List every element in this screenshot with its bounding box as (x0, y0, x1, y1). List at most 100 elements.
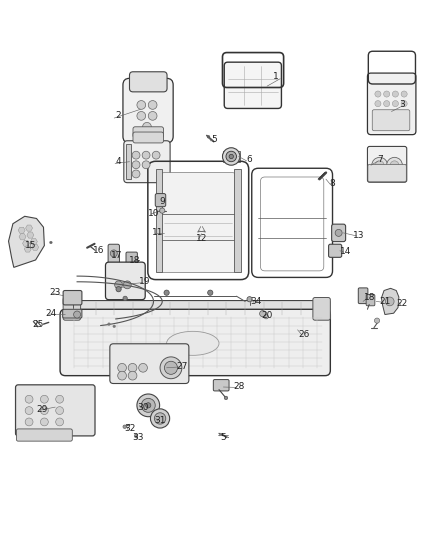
Text: 18: 18 (364, 293, 375, 302)
Circle shape (142, 151, 150, 159)
FancyBboxPatch shape (110, 344, 189, 384)
Polygon shape (25, 225, 32, 231)
Circle shape (375, 110, 381, 116)
Circle shape (139, 364, 148, 372)
Circle shape (384, 101, 390, 107)
FancyBboxPatch shape (367, 147, 407, 182)
FancyBboxPatch shape (15, 385, 95, 436)
Circle shape (150, 409, 170, 428)
FancyBboxPatch shape (124, 141, 170, 183)
FancyBboxPatch shape (63, 297, 81, 320)
Circle shape (128, 372, 137, 380)
Text: 29: 29 (36, 405, 48, 414)
FancyBboxPatch shape (213, 379, 229, 391)
Circle shape (226, 151, 237, 161)
Circle shape (137, 111, 146, 120)
FancyBboxPatch shape (60, 309, 330, 376)
Polygon shape (22, 240, 29, 246)
Circle shape (164, 290, 169, 295)
Text: 28: 28 (233, 382, 244, 391)
FancyBboxPatch shape (123, 78, 173, 143)
Text: 18: 18 (129, 256, 141, 265)
Circle shape (123, 296, 127, 301)
Text: 27: 27 (176, 361, 187, 370)
Circle shape (25, 407, 33, 415)
FancyBboxPatch shape (368, 164, 406, 182)
Circle shape (143, 123, 151, 131)
Circle shape (384, 91, 390, 97)
Text: 4: 4 (116, 157, 121, 166)
Circle shape (116, 287, 121, 292)
Text: 12: 12 (196, 233, 207, 243)
Circle shape (108, 323, 110, 326)
Circle shape (384, 120, 390, 126)
Circle shape (224, 396, 228, 400)
Bar (155, 169, 162, 272)
Text: 14: 14 (340, 247, 351, 256)
Text: 23: 23 (49, 288, 61, 297)
FancyBboxPatch shape (67, 301, 330, 317)
Circle shape (141, 398, 155, 413)
Circle shape (375, 91, 381, 97)
Circle shape (56, 407, 64, 415)
Circle shape (260, 311, 266, 317)
Circle shape (115, 281, 123, 289)
Circle shape (124, 281, 131, 289)
Circle shape (56, 395, 64, 403)
Circle shape (390, 161, 399, 169)
Circle shape (375, 120, 381, 126)
Circle shape (264, 314, 268, 319)
FancyBboxPatch shape (313, 297, 330, 320)
FancyBboxPatch shape (133, 127, 163, 138)
Text: 3: 3 (399, 100, 405, 109)
Circle shape (208, 290, 213, 295)
Circle shape (392, 91, 399, 97)
FancyBboxPatch shape (133, 132, 163, 143)
Text: 19: 19 (139, 277, 151, 286)
Circle shape (134, 434, 138, 438)
Circle shape (142, 161, 150, 169)
Circle shape (25, 418, 33, 426)
Text: 15: 15 (25, 241, 36, 250)
Circle shape (392, 101, 399, 107)
Circle shape (132, 170, 140, 178)
FancyBboxPatch shape (16, 429, 72, 441)
Circle shape (40, 407, 48, 415)
Polygon shape (27, 232, 34, 238)
Circle shape (137, 394, 159, 417)
Text: 24: 24 (45, 309, 57, 318)
Circle shape (132, 151, 140, 159)
Text: 34: 34 (251, 297, 262, 306)
Text: 5: 5 (212, 135, 218, 144)
Circle shape (25, 395, 33, 403)
FancyBboxPatch shape (126, 252, 138, 265)
Circle shape (146, 403, 151, 408)
Circle shape (335, 229, 342, 236)
FancyBboxPatch shape (155, 193, 166, 207)
Bar (234, 169, 241, 272)
Text: 6: 6 (247, 155, 252, 164)
FancyBboxPatch shape (358, 288, 368, 304)
Text: 16: 16 (93, 246, 105, 255)
Circle shape (118, 372, 127, 380)
Text: 17: 17 (111, 251, 122, 260)
Circle shape (372, 157, 388, 173)
Circle shape (148, 111, 157, 120)
FancyBboxPatch shape (224, 62, 282, 108)
Circle shape (229, 154, 233, 159)
Text: 32: 32 (125, 424, 136, 433)
Text: 2: 2 (116, 111, 121, 120)
Circle shape (374, 318, 380, 323)
Polygon shape (9, 216, 44, 268)
Circle shape (137, 101, 146, 109)
Circle shape (387, 157, 403, 173)
FancyBboxPatch shape (130, 72, 167, 92)
Circle shape (401, 110, 407, 116)
Text: 5: 5 (220, 433, 226, 442)
Circle shape (40, 395, 48, 403)
Circle shape (392, 120, 399, 126)
Polygon shape (381, 288, 399, 314)
FancyBboxPatch shape (332, 224, 346, 241)
Circle shape (375, 161, 384, 169)
Circle shape (385, 297, 394, 306)
